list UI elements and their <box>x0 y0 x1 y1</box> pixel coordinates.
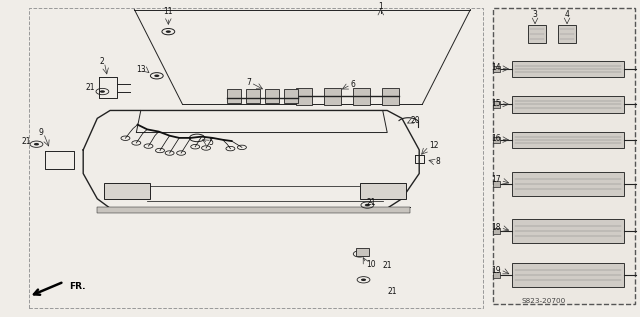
Bar <box>227 89 241 103</box>
Bar <box>265 89 279 103</box>
Bar <box>528 25 546 43</box>
Text: 2: 2 <box>100 57 104 66</box>
Text: 9: 9 <box>38 128 44 137</box>
Bar <box>296 88 312 105</box>
Text: 16: 16 <box>491 134 500 143</box>
Bar <box>246 89 260 103</box>
Circle shape <box>34 143 39 146</box>
Text: S823-20700: S823-20700 <box>522 298 566 304</box>
Circle shape <box>166 30 171 33</box>
Text: 21: 21 <box>383 262 392 270</box>
Text: 15: 15 <box>491 99 500 108</box>
Text: 21: 21 <box>85 83 95 92</box>
Bar <box>512 219 624 243</box>
Text: 12: 12 <box>429 141 438 150</box>
Text: 8: 8 <box>435 157 440 166</box>
Text: 21: 21 <box>387 287 397 296</box>
Text: 7: 7 <box>246 78 251 87</box>
Bar <box>493 137 500 143</box>
Circle shape <box>365 204 370 206</box>
Bar <box>493 66 500 72</box>
Text: FR.: FR. <box>69 281 86 291</box>
Text: 21: 21 <box>21 137 31 146</box>
Bar <box>284 89 298 103</box>
Bar <box>493 272 500 278</box>
Bar <box>356 248 369 256</box>
Text: 20: 20 <box>411 116 420 125</box>
Bar <box>512 61 624 77</box>
Text: 21: 21 <box>366 198 376 207</box>
Text: 4: 4 <box>564 10 570 19</box>
Bar <box>353 88 370 105</box>
Bar <box>493 228 500 234</box>
Text: 10: 10 <box>366 260 376 268</box>
FancyBboxPatch shape <box>493 8 635 304</box>
Bar <box>512 263 624 287</box>
Bar <box>104 183 150 199</box>
Bar <box>512 132 624 148</box>
Bar <box>493 181 500 187</box>
Bar <box>512 172 624 196</box>
Text: 3: 3 <box>532 10 538 19</box>
Text: 13: 13 <box>136 65 146 74</box>
Circle shape <box>361 279 366 281</box>
Text: 19: 19 <box>491 266 500 275</box>
Bar <box>382 88 399 105</box>
Text: 14: 14 <box>491 63 500 72</box>
Bar <box>360 183 406 199</box>
Text: 6: 6 <box>351 80 356 89</box>
Bar <box>324 88 341 105</box>
Bar <box>558 25 576 43</box>
Circle shape <box>357 253 362 255</box>
Circle shape <box>100 90 105 93</box>
Bar <box>493 101 500 108</box>
Bar <box>512 96 624 113</box>
Text: 17: 17 <box>491 175 500 184</box>
Text: 11: 11 <box>164 8 173 16</box>
Bar <box>97 207 410 213</box>
Circle shape <box>154 74 159 77</box>
Text: 1: 1 <box>378 2 383 11</box>
Text: 18: 18 <box>491 223 500 232</box>
Text: 5: 5 <box>208 138 213 147</box>
